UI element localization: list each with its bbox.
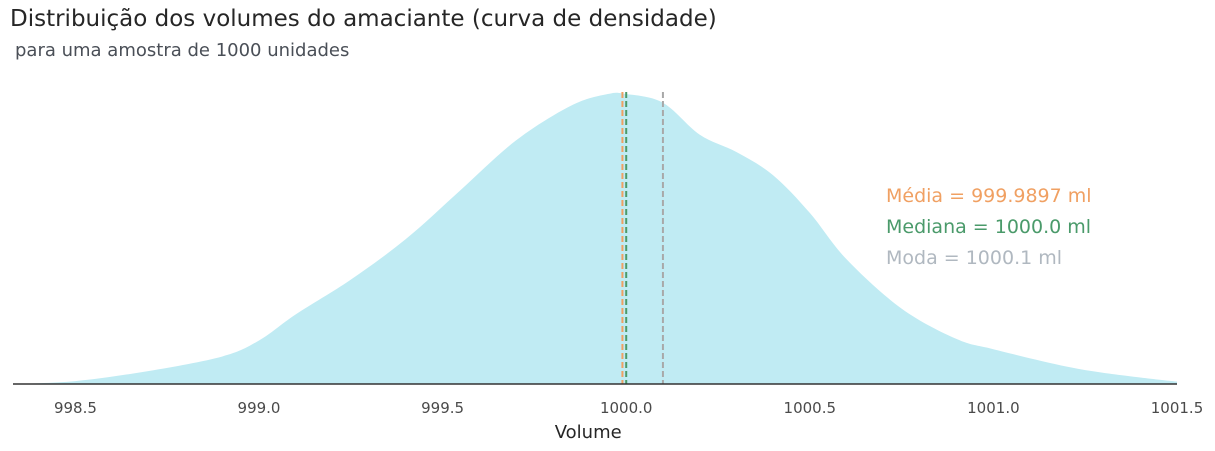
x-tick-label: 1000.0 [600,399,653,417]
mean-annotation: Média = 999.9897 ml [886,185,1092,207]
x-tick-label: 998.5 [54,399,97,417]
density-area [13,92,1177,385]
x-tick-label: 999.5 [421,399,464,417]
x-axis-ticks: 998.5 999.0 999.5 1000.0 1000.5 1001.0 1001.5 [54,399,1203,417]
x-tick-label: 999.0 [238,399,281,417]
x-tick-label: 1000.5 [784,399,837,417]
x-tick-label: 1001.0 [967,399,1020,417]
x-axis-title: Volume [555,422,622,443]
chart-title: Distribuição dos volumes do amaciante (c… [10,6,717,32]
annotations: Média = 999.9897 ml Mediana = 1000.0 ml Mo… [886,185,1092,269]
x-tick-label: 1001.5 [1151,399,1204,417]
mode-annotation: Moda = 1000.1 ml [886,247,1062,269]
median-annotation: Mediana = 1000.0 ml [886,216,1091,238]
chart-subtitle: para uma amostra de 1000 unidades [15,40,350,61]
